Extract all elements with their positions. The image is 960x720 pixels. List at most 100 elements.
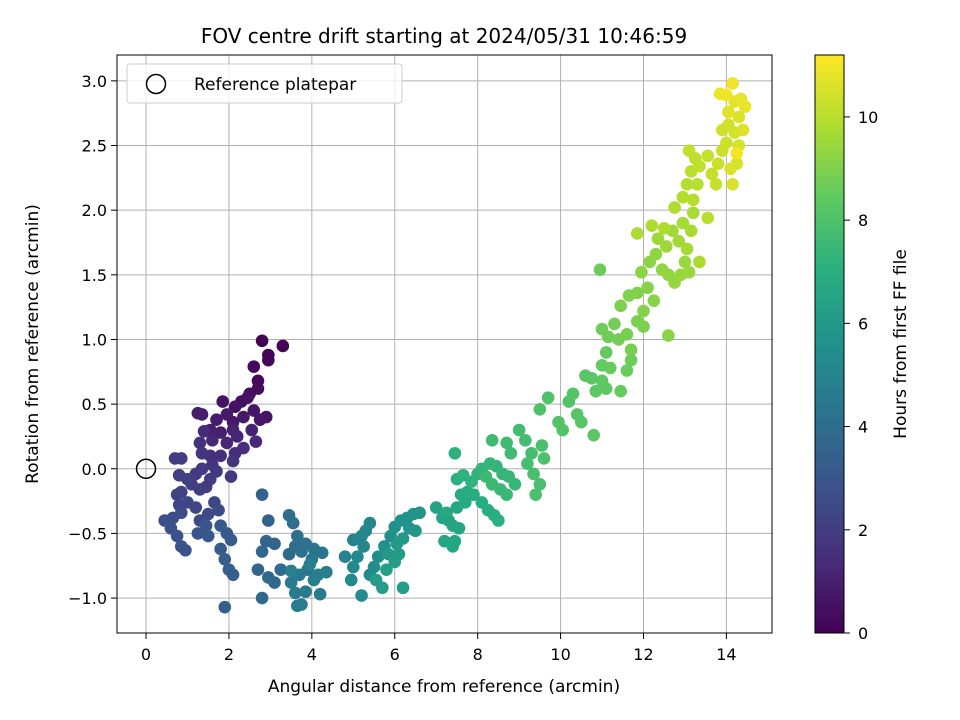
data-point	[585, 371, 598, 385]
data-point	[620, 328, 634, 341]
data-point	[682, 144, 696, 157]
data-point	[216, 395, 230, 408]
data-point	[533, 402, 547, 416]
data-point	[268, 576, 281, 589]
data-point	[682, 265, 696, 279]
data-point	[226, 568, 240, 582]
x-tick-label: 6	[390, 645, 400, 664]
data-point	[624, 343, 638, 357]
data-point	[195, 446, 209, 460]
data-point	[338, 550, 352, 564]
data-point	[676, 216, 690, 230]
colorbar-axis: 0 2 4 6 8 10	[844, 108, 878, 643]
data-point	[181, 472, 194, 486]
y-axis-label: Rotation from reference (arcmin)	[23, 204, 43, 484]
data-point	[288, 586, 302, 600]
data-point	[566, 387, 580, 401]
data-point	[519, 434, 532, 447]
data-point	[479, 470, 493, 483]
data-point	[228, 400, 242, 414]
data-point	[657, 221, 671, 235]
data-point	[641, 281, 654, 295]
data-point	[409, 524, 422, 538]
colorbar-tick-label: 4	[858, 418, 868, 437]
legend-open-circle-marker	[145, 73, 167, 95]
data-point	[614, 299, 627, 313]
data-point	[255, 545, 269, 558]
data-point	[193, 436, 207, 450]
data-point	[620, 364, 634, 377]
chart-title: FOV centre drift starting at 2024/05/31 …	[201, 24, 687, 48]
y-tick-label: −0.5	[68, 524, 107, 543]
data-point	[251, 563, 265, 576]
y-tick-label: 2.5	[82, 137, 107, 156]
data-point	[357, 540, 370, 553]
data-point	[197, 424, 211, 438]
data-point	[390, 537, 404, 551]
data-point	[637, 304, 650, 318]
colorbar	[814, 54, 845, 634]
data-point	[299, 585, 312, 598]
data-point	[508, 477, 522, 491]
data-point	[593, 263, 607, 276]
data-point	[224, 470, 238, 483]
data-point	[371, 550, 385, 564]
data-point	[262, 353, 275, 367]
data-point	[732, 110, 746, 124]
y-tick-label: 1.0	[82, 330, 107, 349]
y-axis: −1.0 −0.5 0.0 0.5 1.0 1.5 2.0 2.5 3.0	[68, 72, 117, 608]
plot-frame	[116, 54, 773, 634]
data-point	[537, 452, 551, 465]
data-point	[291, 599, 304, 613]
data-point	[630, 227, 644, 240]
data-point	[693, 255, 706, 269]
data-point	[575, 415, 588, 429]
data-point	[722, 105, 735, 119]
colorbar-tick-label: 6	[858, 314, 868, 333]
data-point	[313, 587, 327, 601]
data-point	[212, 503, 225, 517]
data-point	[589, 384, 603, 398]
data-point	[346, 560, 360, 574]
data-point	[448, 446, 462, 460]
data-point	[179, 543, 192, 557]
data-point	[467, 488, 480, 501]
data-point	[711, 157, 725, 170]
data-point	[599, 346, 613, 359]
data-point	[630, 286, 644, 300]
data-point	[429, 501, 443, 514]
data-point	[659, 240, 673, 253]
data-point	[709, 178, 723, 191]
data-point	[286, 516, 300, 530]
data-point	[672, 234, 686, 248]
data-point	[237, 410, 250, 424]
data-point	[705, 167, 719, 181]
data-point	[230, 430, 244, 443]
data-point	[344, 573, 358, 587]
data-point	[738, 100, 752, 114]
data-point	[587, 428, 601, 442]
data-point	[224, 533, 238, 547]
colorbar-tick-label: 8	[858, 211, 868, 230]
data-point	[315, 546, 329, 560]
x-tick-label: 0	[141, 645, 151, 664]
data-point	[191, 527, 205, 540]
data-point	[541, 391, 555, 404]
x-axis: 0 2 4 6 8 10 12 14	[141, 633, 737, 664]
data-point	[245, 423, 259, 437]
data-point	[413, 506, 426, 520]
data-point	[376, 581, 389, 595]
x-tick-label: 14	[716, 645, 736, 664]
data-point	[668, 201, 681, 214]
data-point	[189, 501, 203, 514]
data-point	[241, 391, 254, 404]
data-points	[135, 77, 752, 614]
data-point	[247, 404, 261, 417]
data-point	[724, 162, 737, 176]
data-point	[701, 211, 715, 225]
data-point	[320, 565, 333, 579]
data-point	[253, 413, 267, 426]
x-tick-label: 2	[224, 645, 234, 664]
data-point	[214, 542, 227, 556]
colorbar-tick-label: 10	[858, 108, 878, 127]
